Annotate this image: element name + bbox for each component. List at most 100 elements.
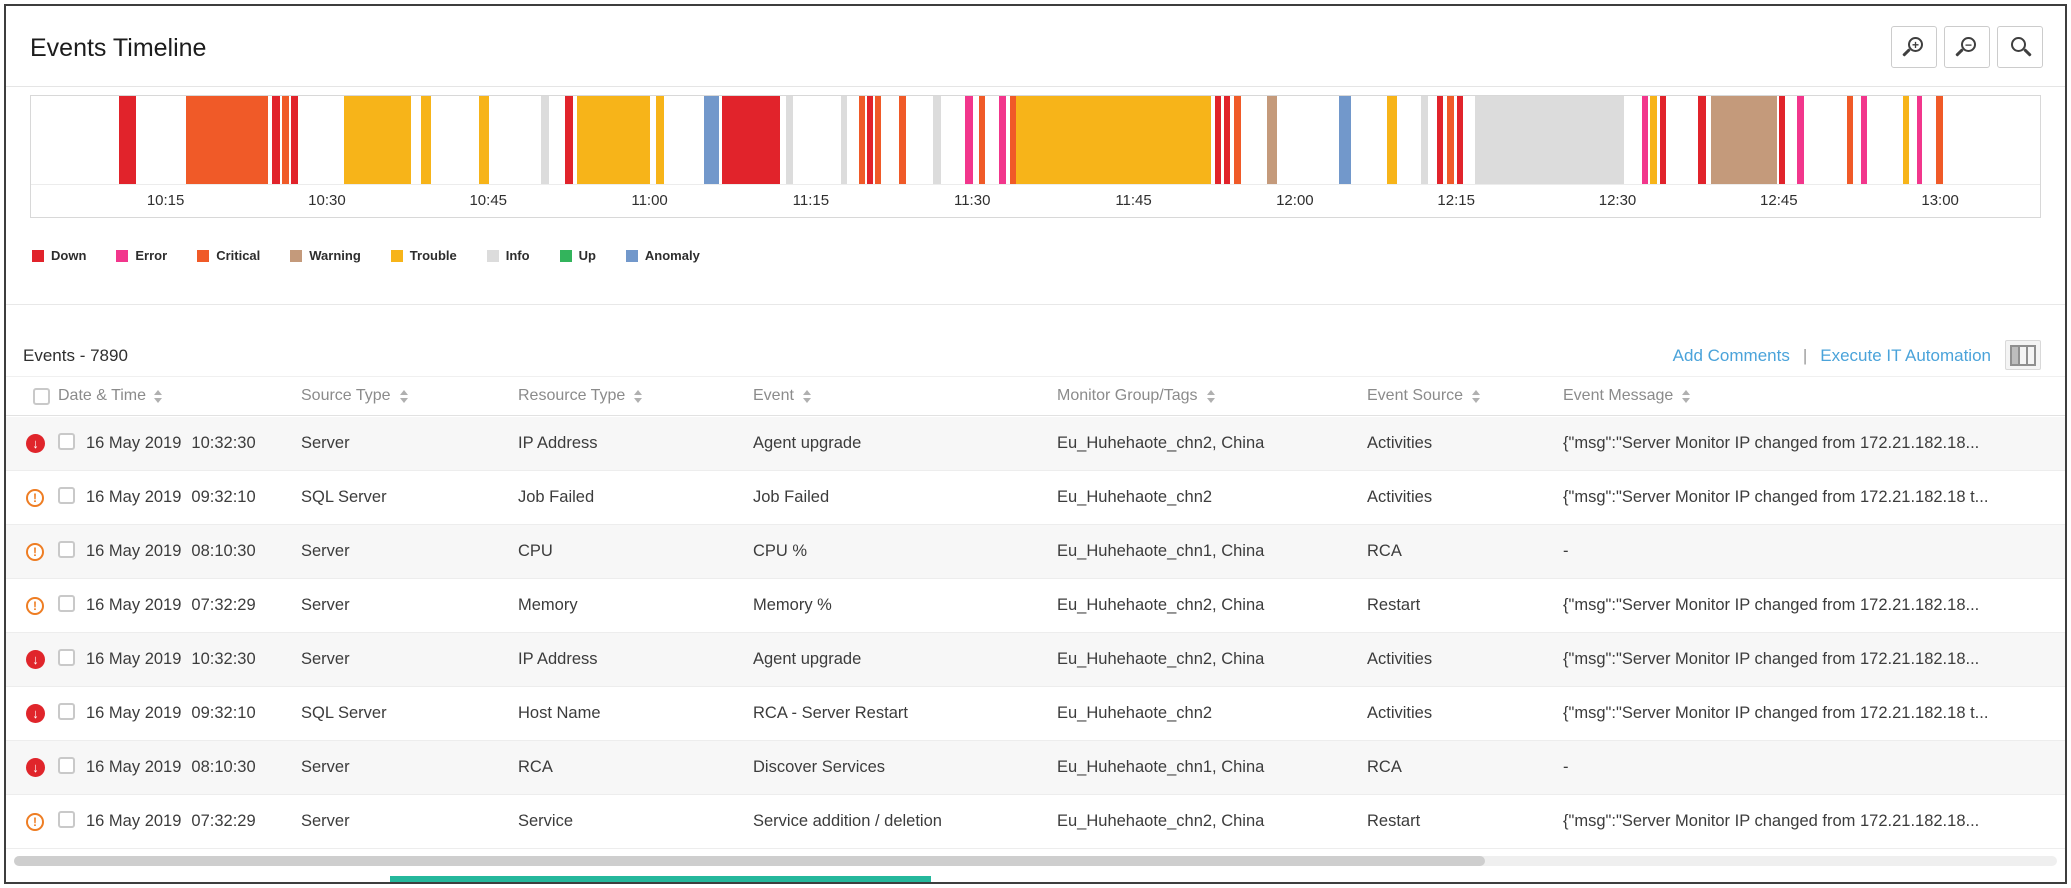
sort-icon[interactable] [1206, 389, 1215, 403]
zoom-reset-button[interactable] [1997, 26, 2043, 68]
timeline-segment [577, 96, 650, 184]
timeline-segment [1847, 96, 1854, 184]
date-time-cell: 16 May 2019 07:32:29 [86, 812, 301, 831]
sort-icon[interactable] [154, 389, 163, 403]
source-type-cell: Server [301, 650, 350, 668]
section-divider [6, 304, 2065, 305]
severity-down-icon: ↓ [26, 650, 45, 669]
timeline-segment [1475, 96, 1625, 184]
source-type-cell: SQL Server [301, 704, 387, 722]
event-source-cell: Activities [1367, 704, 1433, 722]
row-checkbox[interactable] [58, 486, 75, 504]
table-row[interactable]: ↓ 16 May 2019 08:10:30 Server RCA Discove… [6, 741, 2065, 795]
event-message-cell: {"msg":"Server Monitor IP changed from 1… [1563, 704, 1989, 722]
timeline-segment [420, 96, 431, 184]
row-checkbox[interactable] [58, 648, 75, 666]
table-row[interactable]: ! 16 May 2019 08:10:30 Server CPU CPU % E… [6, 525, 2065, 579]
header-cell-monitor-group: Monitor Group/Tags [1057, 387, 1367, 405]
legend-item-critical: Critical [197, 248, 260, 263]
row-checkbox[interactable] [58, 756, 75, 774]
timeline-tick-label: 13:00 [1921, 192, 1959, 209]
source-type-cell: SQL Server [301, 488, 387, 506]
timeline-segment [933, 96, 942, 184]
legend-label: Trouble [409, 248, 457, 263]
date-value: 16 May 2019 [86, 542, 182, 560]
date-value: 16 May 2019 [86, 434, 182, 452]
event-source-cell: Activities [1367, 488, 1433, 506]
timeline-segment [1903, 96, 1910, 184]
column-label: Resource Type [518, 387, 626, 404]
zoom-in-button[interactable]: + [1891, 26, 1937, 68]
legend-swatch-icon [486, 249, 499, 262]
scrollbar-thumb[interactable] [14, 856, 1485, 866]
timeline-segment [1266, 96, 1277, 184]
monitor-group-cell: Eu_Huhehaote_chn2 [1057, 704, 1213, 722]
row-checkbox[interactable] [58, 594, 75, 612]
event-cell: Discover Services [753, 758, 886, 776]
table-row[interactable]: ! 16 May 2019 09:32:10 SQL Server Job Fai… [6, 471, 2065, 525]
header-cell-event-source: Event Source [1367, 387, 1563, 405]
table-row[interactable]: ! 16 May 2019 07:32:29 Server Service Ser… [6, 795, 2065, 849]
row-checkbox[interactable] [58, 702, 75, 720]
row-checkbox[interactable] [58, 432, 75, 450]
timeline-segment [479, 96, 490, 184]
row-checkbox[interactable] [58, 540, 75, 558]
timeline-chart[interactable]: 10:15 10:30 10:45 11:00 11:15 11:30 11:45 12:00… [30, 95, 2041, 218]
timeline-tick-label: 12:45 [1760, 192, 1798, 209]
add-comments-link[interactable]: Add Comments [1672, 346, 1790, 365]
timeline-segment [866, 96, 873, 184]
monitor-group-cell: Eu_Huhehaote_chn2, China [1057, 434, 1265, 452]
legend-item-anomaly: Anomaly [625, 248, 700, 263]
event-message-cell: {"msg":"Server Monitor IP changed from 1… [1563, 488, 1989, 506]
table-row[interactable]: ↓ 16 May 2019 10:32:30 Server IP Address … [6, 417, 2065, 471]
date-value: 16 May 2019 [86, 596, 182, 614]
legend-swatch-icon [32, 249, 44, 262]
monitor-group-cell: Eu_Huhehaote_chn2, China [1057, 596, 1265, 614]
timeline-track [31, 96, 2040, 184]
events-count-label: Events - 7890 [23, 346, 128, 365]
timeline-segment [1778, 96, 1785, 184]
timeline-tick-label: 11:30 [953, 192, 991, 209]
column-chooser-button[interactable] [2005, 340, 2041, 370]
timeline-segment [565, 96, 574, 184]
time-value: 09:32:10 [191, 488, 256, 506]
legend-item-info: Info [486, 248, 530, 263]
legend-swatch-icon [559, 249, 572, 262]
zoom-reset-icon [2008, 35, 2032, 59]
table-row[interactable]: ↓ 16 May 2019 09:32:10 SQL Server Host Na… [6, 687, 2065, 741]
event-cell: Memory % [753, 596, 832, 614]
sort-icon[interactable] [634, 389, 643, 403]
timeline-segment [1796, 96, 1804, 184]
time-value: 07:32:29 [191, 812, 256, 830]
row-checkbox[interactable] [58, 810, 75, 828]
column-label: Event [753, 387, 794, 404]
timeline-segment [1437, 96, 1444, 184]
select-all-checkbox[interactable] [33, 387, 50, 405]
timeline-segment [344, 96, 411, 184]
source-type-cell: Server [301, 434, 350, 452]
event-message-cell: {"msg":"Server Monitor IP changed from 1… [1563, 596, 1980, 614]
legend-item-trouble: Trouble [390, 248, 457, 263]
sort-icon[interactable] [802, 389, 811, 403]
table-row[interactable]: ! 16 May 2019 07:32:29 Server Memory Memo… [6, 579, 2065, 633]
date-value: 16 May 2019 [86, 812, 182, 830]
severity-trouble-icon: ! [26, 488, 44, 507]
event-cell: Agent upgrade [753, 434, 862, 452]
execute-it-automation-link[interactable]: Execute IT Automation [1820, 346, 1991, 365]
table-row[interactable]: ↓ 16 May 2019 10:32:30 Server IP Address … [6, 633, 2065, 687]
resource-type-cell: IP Address [518, 650, 598, 668]
zoom-out-button[interactable]: − [1944, 26, 1990, 68]
sort-icon[interactable] [1682, 389, 1691, 403]
timeline-segment [1338, 96, 1351, 184]
sort-icon[interactable] [399, 389, 408, 403]
timeline-segment [1387, 96, 1398, 184]
sort-icon[interactable] [1472, 389, 1481, 403]
column-label: Date & Time [58, 387, 147, 404]
header-divider [6, 86, 2065, 87]
legend-swatch-icon [197, 249, 210, 262]
timeline-segment [655, 96, 664, 184]
header-cell-event-message: Event Message [1563, 387, 2065, 405]
timeline-tick-label: 10:15 [146, 192, 185, 209]
source-type-cell: Server [301, 758, 350, 776]
horizontal-scrollbar[interactable] [14, 856, 2057, 866]
